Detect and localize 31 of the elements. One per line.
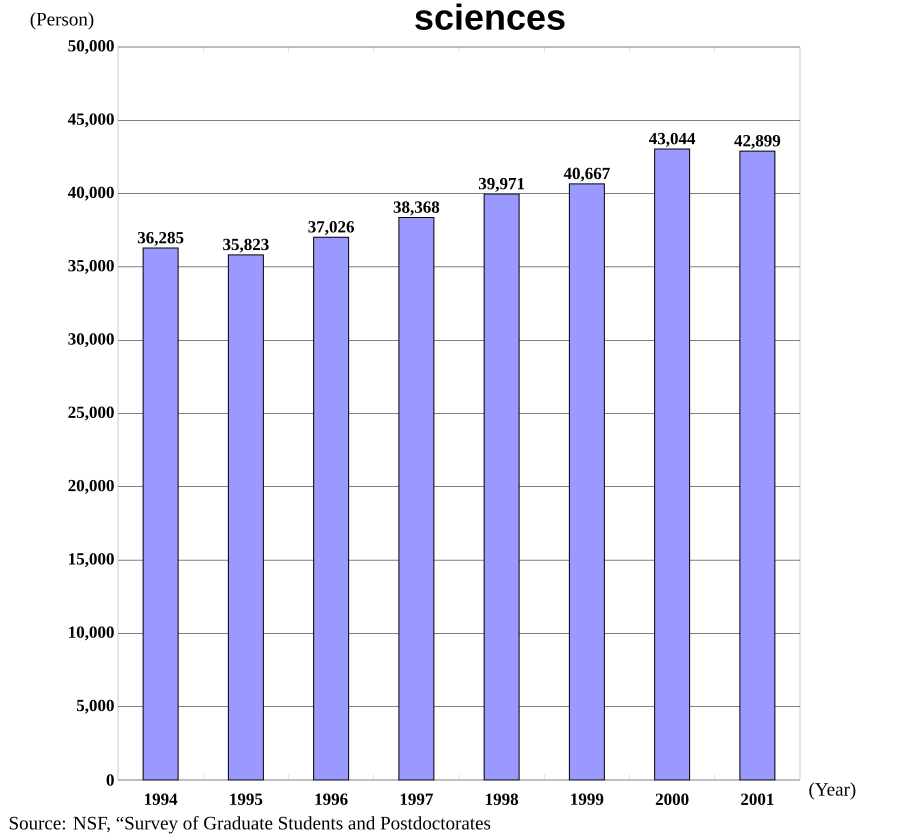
data-label: 42,899 xyxy=(734,134,780,149)
y-tick-label: 35,000 xyxy=(68,260,114,274)
y-tick-label: 20,000 xyxy=(68,480,114,494)
data-label: 38,368 xyxy=(394,201,440,216)
y-tick-label: 0 xyxy=(106,774,114,786)
y-tick-label: 30,000 xyxy=(68,333,114,348)
x-tick-label: 2000 xyxy=(656,794,688,806)
data-label: 36,285 xyxy=(138,232,184,246)
y-tick-label: 25,000 xyxy=(68,406,114,420)
x-tick-label: 1995 xyxy=(230,794,262,805)
source-note: Source: NSF, “Survey of Graduate Students and Postdoctorates xyxy=(10,816,490,834)
y-tick-label: 45,000 xyxy=(68,113,114,128)
x-axis-title: (Year) xyxy=(809,782,856,800)
data-label: 37,026 xyxy=(308,221,354,236)
x-tick-label: 2001 xyxy=(741,794,774,806)
x-tick-label: 1994 xyxy=(144,794,178,805)
x-tick-label: 1996 xyxy=(315,794,348,805)
y-axis-title: (Person) xyxy=(30,12,94,30)
chart-title: sciences xyxy=(415,4,565,30)
data-label: 40,667 xyxy=(564,168,610,182)
y-tick-label: 10,000 xyxy=(69,626,114,640)
x-tick-label: 1997 xyxy=(400,794,433,805)
y-tick-label: 15,000 xyxy=(69,553,114,568)
y-tick-label: 40,000 xyxy=(68,186,114,201)
data-label: 39,971 xyxy=(478,178,524,192)
y-tick-label: 50,000 xyxy=(68,40,114,54)
x-tick-label: 1999 xyxy=(571,794,604,805)
y-tick-label: 5,000 xyxy=(76,700,114,714)
data-label: 35,823 xyxy=(223,238,269,253)
data-label: 43,044 xyxy=(648,132,696,147)
x-tick-label: 1998 xyxy=(486,794,518,806)
